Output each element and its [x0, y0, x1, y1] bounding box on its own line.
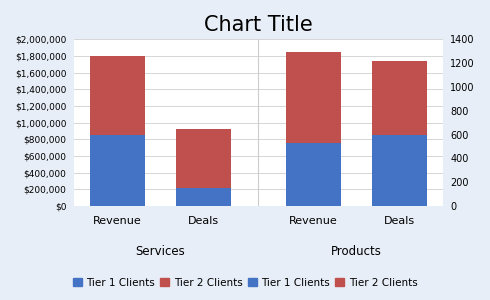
Bar: [176, 129, 231, 188]
Bar: [286, 143, 341, 206]
Title: Chart Title: Chart Title: [204, 15, 313, 35]
Bar: [90, 56, 145, 135]
Legend: Tier 1 Clients, Tier 2 Clients, Tier 1 Clients, Tier 2 Clients: Tier 1 Clients, Tier 2 Clients, Tier 1 C…: [69, 274, 421, 292]
Bar: [372, 61, 427, 135]
Bar: [286, 52, 341, 143]
Bar: [90, 135, 145, 206]
Bar: [372, 135, 427, 206]
Bar: [176, 188, 231, 206]
Text: Services: Services: [136, 245, 185, 258]
Text: Products: Products: [331, 245, 382, 258]
